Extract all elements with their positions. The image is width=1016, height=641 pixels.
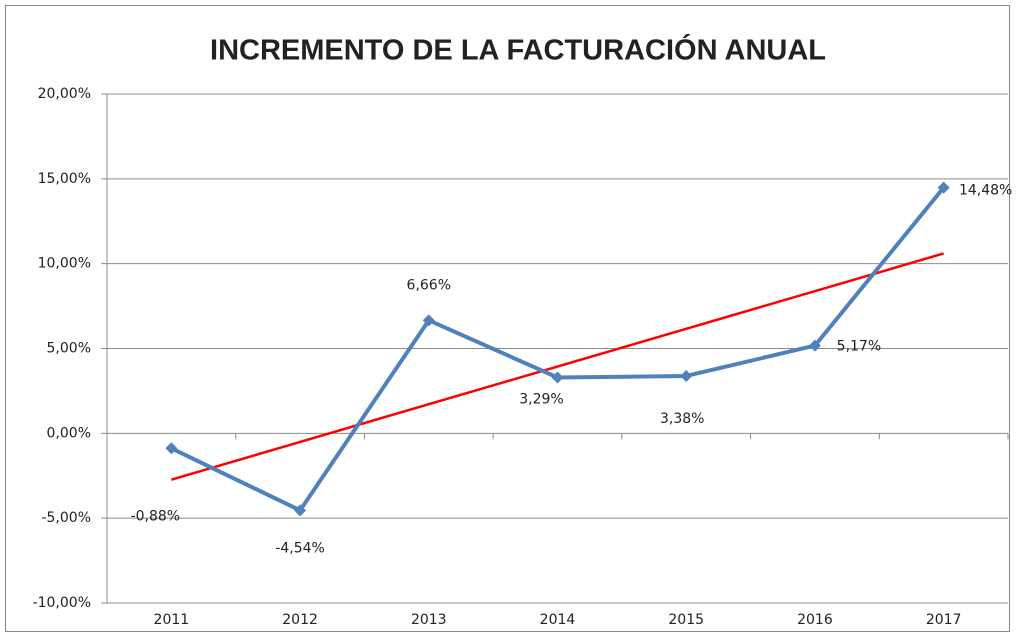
marker (422, 314, 435, 327)
y-tick-label: 10,00% (38, 256, 91, 272)
y-tick-label: 20,00% (38, 86, 91, 102)
trend-line (171, 252, 944, 481)
data-label: -0,88% (131, 508, 181, 524)
data-label: 5,17% (837, 339, 881, 355)
marker (808, 339, 821, 352)
x-tick-label: 2015 (668, 612, 704, 628)
marker (551, 371, 564, 384)
x-tick-label: 2014 (540, 612, 576, 628)
data-label: 14,48% (959, 183, 1012, 199)
y-tick-label: 5,00% (47, 341, 91, 357)
y-tick-label: 0,00% (47, 425, 91, 441)
x-tick-label: 2011 (154, 612, 190, 628)
chart-border (5, 5, 1010, 632)
x-tick-label: 2013 (411, 612, 447, 628)
x-tick-label: 2012 (282, 612, 318, 628)
marker (294, 504, 307, 517)
y-tick-label: -5,00% (41, 510, 91, 526)
y-tick-label: 15,00% (38, 171, 91, 187)
x-tick-label: 2017 (926, 612, 962, 628)
y-tick-label: -10,00% (33, 595, 91, 611)
chart-title: INCREMENTO DE LA FACTURACIÓN ANUAL (210, 33, 826, 67)
data-label: -4,54% (275, 540, 325, 556)
marker (937, 181, 950, 194)
marker (165, 442, 178, 455)
data-label: 3,38% (660, 411, 704, 427)
data-label: 6,66% (407, 277, 451, 293)
x-tick-label: 2016 (797, 612, 833, 628)
data-label: 3,29% (519, 392, 563, 408)
marker (680, 369, 693, 382)
